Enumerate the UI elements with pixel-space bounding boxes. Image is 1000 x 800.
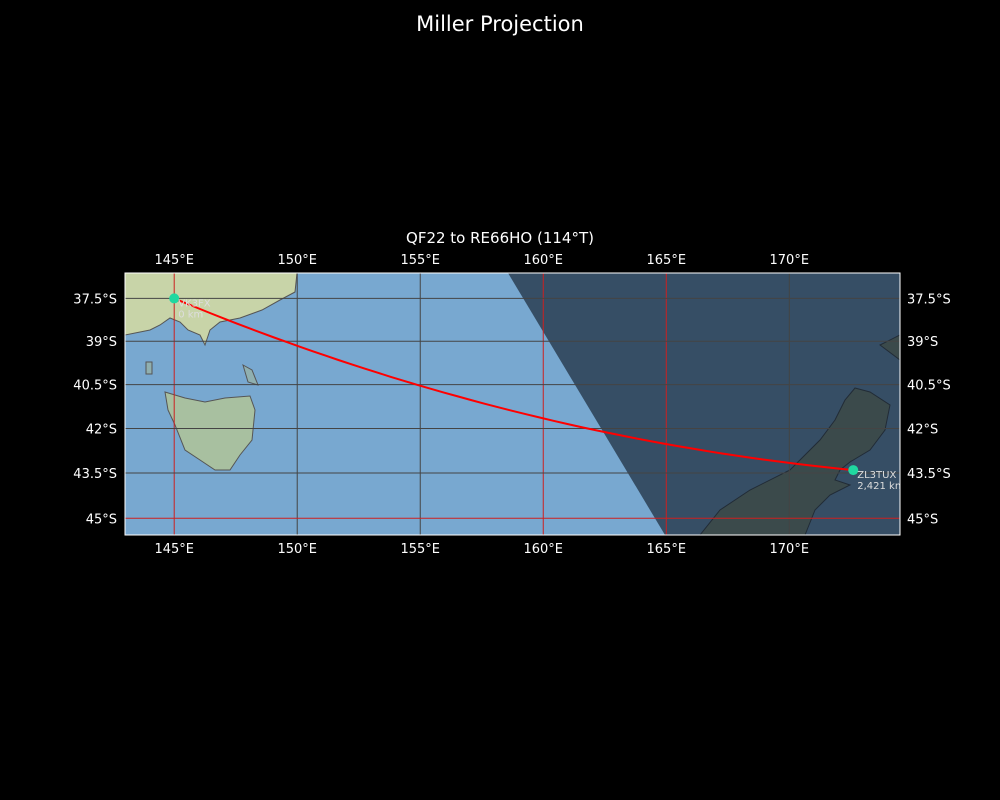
lat-label-left: 43.5°S [73, 467, 117, 482]
land-king-island [145, 361, 153, 375]
map-title: QF22 to RE66HO (114°T) [406, 229, 594, 247]
lat-label-left: 39°S [86, 335, 117, 350]
figure-title: Miller Projection [416, 12, 584, 36]
lon-label-bottom: 165°E [647, 542, 687, 557]
lat-label-left: 37.5°S [73, 292, 117, 307]
lon-label-bottom: 170°E [770, 542, 810, 557]
station-marker[interactable] [848, 465, 859, 476]
lon-label-top: 155°E [400, 253, 440, 268]
lat-label-right: 40.5°S [907, 379, 951, 394]
lon-label-bottom: 160°E [523, 542, 563, 557]
great-circle-path [173, 297, 854, 472]
station-callsign: VK3FX [178, 298, 211, 309]
lon-label-bottom: 145°E [154, 542, 194, 557]
lon-label-top: 160°E [523, 253, 563, 268]
lon-label-bottom: 155°E [400, 542, 440, 557]
night-shade [508, 273, 900, 535]
station-distance: 2,421 km [857, 481, 904, 492]
lon-label-top: 145°E [154, 253, 194, 268]
lat-label-left: 42°S [86, 423, 117, 438]
station-marker[interactable] [169, 293, 180, 304]
lat-label-left: 45°S [86, 512, 117, 527]
station-callsign: ZL3TUX [857, 470, 896, 481]
lon-label-bottom: 150°E [277, 542, 317, 557]
lon-label-top: 170°E [770, 253, 810, 268]
lat-label-left: 40.5°S [73, 379, 117, 394]
lat-label-right: 45°S [907, 512, 938, 527]
land-tasmania [164, 391, 256, 471]
lat-label-right: 43.5°S [907, 467, 951, 482]
lon-label-top: 165°E [647, 253, 687, 268]
station-distance: 0 km [178, 309, 203, 320]
lon-label-top: 150°E [277, 253, 317, 268]
lat-label-right: 37.5°S [907, 292, 951, 307]
land-australia [125, 273, 298, 347]
lat-label-right: 42°S [907, 423, 938, 438]
lat-label-right: 39°S [907, 335, 938, 350]
